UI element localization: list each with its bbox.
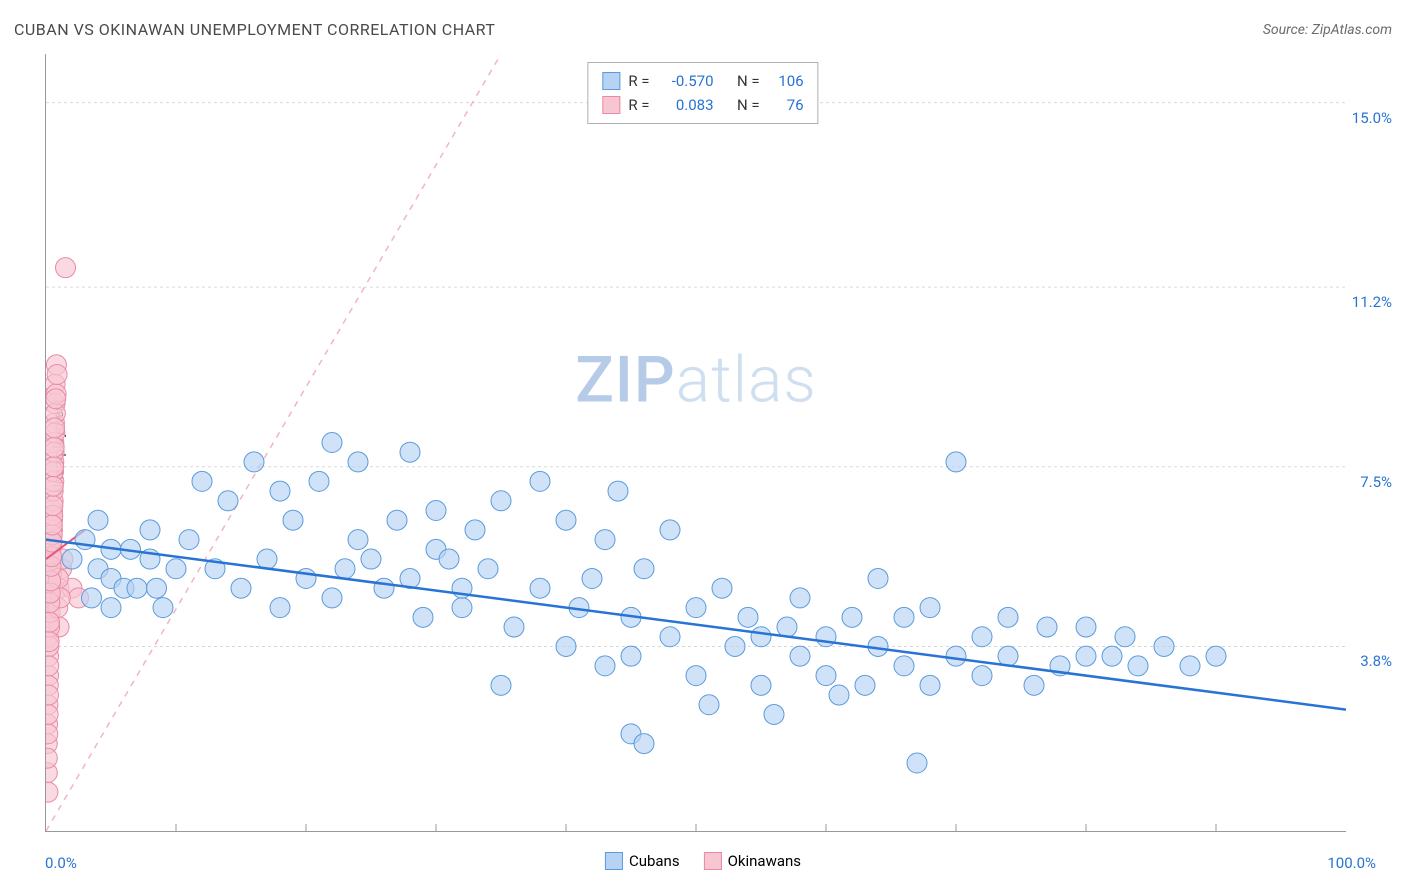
- chart-header: CUBAN VS OKINAWAN UNEMPLOYMENT CORRELATI…: [14, 20, 1392, 39]
- series-legend-label: Cubans: [629, 852, 680, 870]
- series-legend-item: Okinawans: [704, 852, 801, 870]
- legend-r-value: 0.083: [658, 93, 714, 117]
- x-axis-max-label: 100.0%: [1327, 854, 1376, 872]
- chart-title: CUBAN VS OKINAWAN UNEMPLOYMENT CORRELATI…: [14, 20, 495, 39]
- legend-r-value: -0.570: [658, 69, 714, 93]
- chart-source: Source: ZipAtlas.com: [1263, 22, 1392, 38]
- legend-swatch: [605, 852, 623, 870]
- legend-n-value: 106: [768, 69, 804, 93]
- legend-swatch: [704, 852, 722, 870]
- legend-swatch: [602, 96, 620, 114]
- plot-area: ZIPatlas: [45, 54, 1346, 832]
- y-tick-label: 7.5%: [1360, 473, 1392, 491]
- legend-n-value: 76: [768, 93, 804, 117]
- stats-legend: R = -0.570 N = 106 R = 0.083 N = 76: [587, 62, 818, 124]
- y-tick-label: 11.2%: [1352, 293, 1392, 311]
- legend-n-label: N =: [737, 69, 760, 93]
- y-tick-label: 3.8%: [1360, 652, 1392, 670]
- legend-r-label: R =: [628, 93, 649, 117]
- series-legend-item: Cubans: [605, 852, 680, 870]
- y-tick-label: 15.0%: [1352, 109, 1392, 127]
- series-legend-label: Okinawans: [728, 852, 801, 870]
- scatter-plot-svg: [46, 54, 1346, 831]
- series-legend: Cubans Okinawans: [605, 852, 801, 870]
- legend-n-label: N =: [737, 93, 760, 117]
- x-axis-min-label: 0.0%: [45, 854, 77, 872]
- stats-legend-row: R = -0.570 N = 106: [602, 69, 803, 93]
- legend-swatch: [602, 72, 620, 90]
- stats-legend-row: R = 0.083 N = 76: [602, 93, 803, 117]
- legend-r-label: R =: [628, 69, 649, 93]
